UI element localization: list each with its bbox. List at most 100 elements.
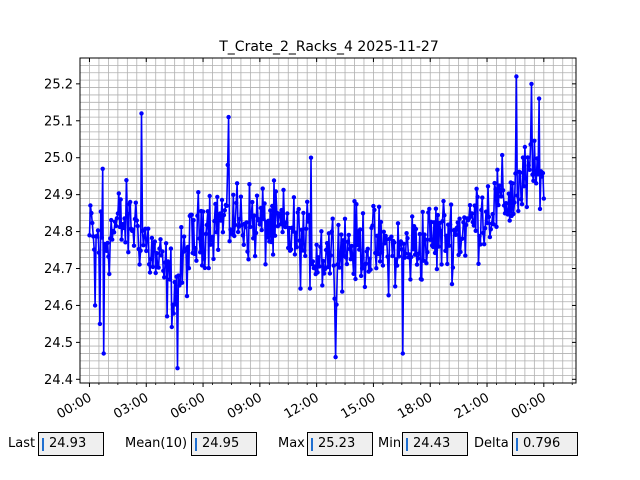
data-point	[163, 241, 169, 246]
data-point	[393, 284, 398, 289]
data-point	[99, 235, 105, 240]
data-point	[210, 234, 215, 239]
data-point	[536, 96, 542, 101]
data-point	[278, 222, 283, 227]
data-point	[169, 324, 174, 330]
data-point	[435, 212, 440, 218]
data-point	[416, 251, 422, 256]
data-point	[447, 222, 453, 227]
data-point	[365, 246, 370, 251]
data-point	[248, 224, 253, 230]
data-point	[120, 222, 125, 227]
stat-min-label: Min	[378, 436, 402, 451]
x-tick-label: 15:00	[338, 390, 378, 422]
data-point	[394, 263, 400, 268]
data-point	[214, 230, 219, 235]
data-point	[305, 219, 311, 224]
data-point	[232, 233, 237, 239]
data-point	[376, 251, 381, 257]
data-point	[252, 213, 257, 218]
data-point	[328, 253, 333, 258]
data-point	[259, 227, 264, 233]
data-point	[480, 195, 485, 200]
data-point	[220, 230, 226, 235]
data-point	[464, 222, 469, 228]
data-point	[173, 302, 178, 307]
data-point	[495, 167, 500, 172]
data-point	[317, 264, 322, 269]
data-point	[469, 211, 475, 216]
data-point	[323, 247, 329, 253]
data-point	[124, 178, 129, 183]
data-point	[395, 221, 401, 226]
data-point	[148, 256, 154, 262]
data-point	[500, 188, 506, 193]
data-point	[234, 181, 240, 186]
data-point	[349, 243, 354, 249]
plot-frame	[79, 57, 577, 384]
data-point	[461, 220, 466, 225]
stat-delta-label: Delta	[474, 436, 509, 451]
data-point	[216, 247, 221, 252]
data-point	[329, 229, 334, 234]
stat-min-value: 24.43	[402, 432, 468, 456]
data-point	[156, 265, 161, 270]
data-point	[394, 257, 399, 262]
data-point	[307, 286, 313, 291]
data-point	[537, 206, 543, 212]
data-point	[340, 238, 346, 243]
data-point	[125, 211, 130, 217]
data-point	[280, 229, 285, 235]
data-point	[368, 267, 373, 272]
data-series	[87, 74, 546, 371]
data-point	[224, 203, 229, 208]
data-point	[386, 293, 391, 298]
data-point	[379, 250, 385, 255]
data-point	[402, 255, 407, 260]
data-point	[345, 239, 351, 244]
data-point	[532, 138, 537, 143]
data-point	[540, 170, 546, 176]
data-point	[312, 264, 317, 269]
data-point	[420, 209, 425, 215]
data-point	[492, 180, 497, 186]
data-point	[100, 166, 105, 171]
data-point	[115, 211, 121, 216]
data-point	[347, 246, 352, 252]
data-point	[447, 243, 452, 248]
data-point	[137, 262, 142, 267]
data-point	[314, 242, 319, 247]
data-point	[139, 111, 144, 116]
data-point	[431, 220, 437, 225]
data-point	[358, 227, 363, 232]
data-point	[175, 366, 180, 371]
data-point	[518, 170, 523, 175]
data-point	[179, 225, 184, 230]
data-point	[457, 216, 462, 221]
data-point	[258, 205, 263, 211]
data-point	[381, 229, 386, 234]
data-point	[197, 236, 202, 241]
data-point	[500, 152, 505, 158]
data-point	[412, 252, 418, 257]
data-point	[399, 247, 404, 252]
data-point	[200, 209, 206, 214]
data-point	[385, 254, 390, 259]
stat-last-value: 24.93	[38, 432, 104, 456]
data-point	[186, 266, 192, 271]
data-point	[215, 194, 220, 200]
chart-title: T_Crate_2_Racks_4 2025-11-27	[218, 39, 439, 55]
y-tick-label: 25.2	[44, 77, 73, 92]
stat-max-label: Max	[278, 436, 305, 451]
data-point	[130, 227, 136, 232]
data-point	[144, 248, 149, 254]
data-point	[358, 273, 364, 279]
x-tick-label: 00:00	[55, 390, 95, 422]
data-point	[244, 220, 249, 225]
data-point	[195, 213, 200, 218]
data-point	[192, 251, 197, 257]
y-tick-label: 24.6	[44, 299, 73, 314]
data-point	[476, 261, 481, 266]
data-point	[482, 226, 488, 231]
data-point	[199, 263, 205, 268]
